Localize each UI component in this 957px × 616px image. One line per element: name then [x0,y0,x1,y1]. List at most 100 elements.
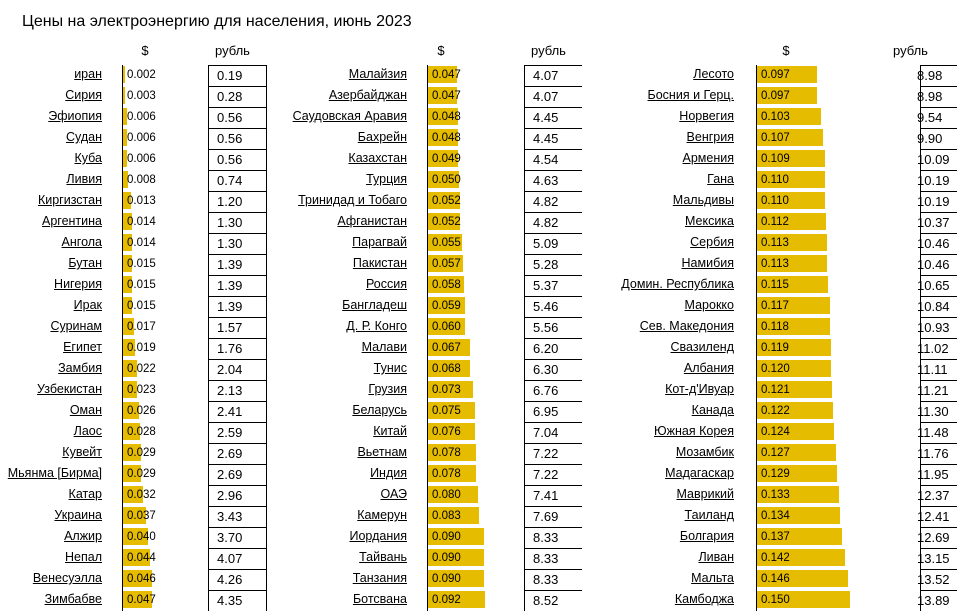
country-label[interactable]: Россия [366,277,407,291]
table-row: Сербия 0.113 10.46 [0,233,957,254]
row-divider [208,212,266,213]
country-label[interactable]: Маврикий [676,487,734,501]
country-label[interactable]: Пакистан [352,256,407,270]
country-label[interactable]: Замбия [58,361,102,375]
row-divider [524,401,582,402]
country-label[interactable]: Оман [69,403,102,417]
row-divider [524,254,582,255]
country-label[interactable]: Аргентина [42,214,102,228]
usd-value: 0.115 [761,279,789,291]
country-label[interactable]: Индия [370,466,407,480]
usd-value: 0.055 [432,237,461,249]
country-label[interactable]: иран [74,67,102,81]
country-label[interactable]: Катар [68,487,102,501]
country-label[interactable]: Киргизстан [37,193,102,207]
country-label[interactable]: Ливан [698,550,734,564]
table-row: Босния и Герц. 0.097 8.98 [0,86,957,107]
country-label[interactable]: Иордания [349,529,407,543]
country-label[interactable]: ОАЭ [380,487,408,501]
country-label[interactable]: Венесуэлла [32,571,102,585]
country-label[interactable]: Китай [373,424,407,438]
country-label[interactable]: Мексика [684,214,734,228]
country-label[interactable]: Ботсвана [352,592,407,606]
row-divider [524,233,582,234]
country-label[interactable]: Ливия [66,172,102,186]
country-label[interactable]: Тайвань [359,550,407,564]
country-label[interactable]: Сев. Македония [639,319,734,333]
country-label[interactable]: Южная Корея [654,424,734,438]
country-label[interactable]: Камбоджа [674,592,734,606]
country-label[interactable]: Домин. Республика [621,277,734,291]
country-label[interactable]: Лесото [693,67,734,81]
row-divider [920,359,957,360]
country-label[interactable]: Зимбабве [44,592,102,606]
country-label[interactable]: Куба [74,151,103,165]
country-label[interactable]: Малави [361,340,407,354]
country-label[interactable]: Свазиленд [670,340,735,354]
country-label[interactable]: Армения [682,151,735,165]
country-label[interactable]: Венгрия [686,130,734,144]
country-label[interactable]: Бангладеш [342,298,407,312]
country-label[interactable]: Египет [63,340,102,354]
country-label[interactable]: Нигерия [54,277,102,291]
country-label[interactable]: Кот-д'Ивуар [665,382,734,396]
country-label[interactable]: Гана [707,172,734,186]
rub-value: 1.39 [217,299,243,314]
country-label[interactable]: Беларусь [352,403,407,417]
country-label[interactable]: Канада [691,403,734,417]
table-row: Казахстан 0.049 4.54 [0,149,957,170]
country-label[interactable]: Сирия [65,88,102,102]
country-label[interactable]: Малайзия [348,67,407,81]
row-divider [208,569,266,570]
country-label[interactable]: Непал [65,550,102,564]
country-label[interactable]: Сербия [690,235,734,249]
country-label[interactable]: Кувейт [62,445,102,459]
country-label[interactable]: Вьетнам [357,445,407,459]
bar [123,66,125,83]
country-label[interactable]: Мальдивы [672,193,734,207]
country-label[interactable]: Босния и Герц. [647,88,734,102]
country-label[interactable]: Тунис [373,361,407,375]
country-label[interactable]: Ирак [73,298,102,312]
country-label[interactable]: Эфиопия [48,109,102,123]
country-label[interactable]: Азербайджан [328,88,407,102]
usd-value: 0.097 [761,90,790,102]
table-row: Оман 0.026 2.41 [0,401,957,422]
country-label[interactable]: Мозамбик [675,445,734,459]
country-label[interactable]: Ангола [61,235,102,249]
country-label[interactable]: Камерун [357,508,407,522]
usd-value: 0.047 [127,594,156,606]
country-label[interactable]: Марокко [684,298,734,312]
country-label[interactable]: Парагвай [352,235,407,249]
country-label[interactable]: Мадагаскар [665,466,734,480]
country-label[interactable]: Норвегия [679,109,734,123]
country-label[interactable]: Таиланд [684,508,734,522]
country-label[interactable]: Намибия [681,256,734,270]
country-label[interactable]: Турция [366,172,407,186]
country-label[interactable]: Судан [65,130,102,144]
rub-value: 0.56 [217,131,243,146]
country-label[interactable]: Афганистан [337,214,407,228]
country-label[interactable]: Казахстан [348,151,407,165]
country-label[interactable]: Украина [54,508,102,522]
country-label[interactable]: Саудовская Аравия [292,109,407,123]
country-label[interactable]: Тринидад и Тобаго [298,193,407,207]
country-label[interactable]: Бутан [68,256,102,270]
country-label[interactable]: Лаос [73,424,102,438]
country-label[interactable]: Танзания [352,571,407,585]
usd-value: 0.029 [127,447,156,459]
row-divider [208,296,266,297]
country-label[interactable]: Албания [683,361,734,375]
country-label[interactable]: Болгария [679,529,734,543]
country-label[interactable]: Бахрейн [357,130,407,144]
country-label[interactable]: Мальта [691,571,734,585]
country-label[interactable]: Суринам [50,319,102,333]
table-row: Катар 0.032 2.96 [0,485,957,506]
usd-value: 0.044 [127,552,156,564]
row-divider [920,380,957,381]
country-label[interactable]: Узбекистан [37,382,102,396]
country-label[interactable]: Мьянма [Бирма] [7,466,102,480]
country-label[interactable]: Грузия [368,382,407,396]
country-label[interactable]: Д. Р. Конго [346,319,407,333]
country-label[interactable]: Алжир [64,529,102,543]
